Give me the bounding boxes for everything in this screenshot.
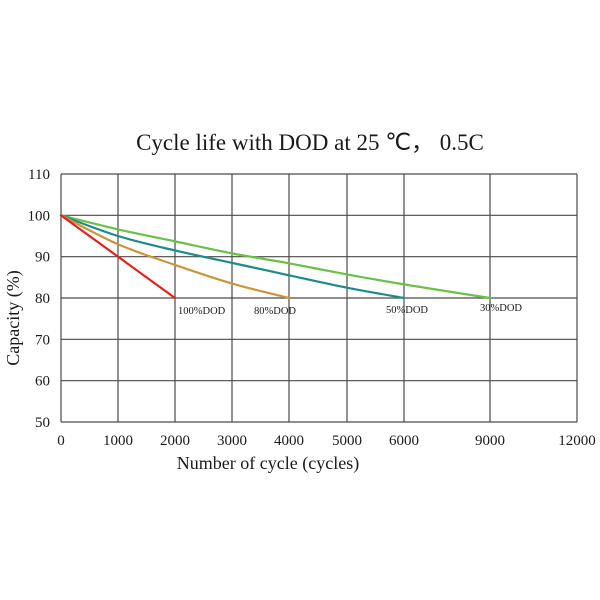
y-tick-label: 50	[35, 415, 50, 431]
y-tick-label: 80	[35, 291, 50, 307]
y-tick-label: 70	[35, 332, 50, 348]
series-label: 100%DOD	[178, 306, 226, 317]
y-tick-label: 90	[35, 250, 50, 266]
chart-title: Cycle life with DOD at 25 ℃， 0.5C	[136, 130, 484, 155]
series-label: 50%DOD	[386, 305, 428, 316]
x-tick-label: 3000	[217, 433, 247, 449]
x-tick-label: 2000	[160, 433, 190, 449]
x-tick-label: 0	[57, 433, 65, 449]
series-label: 30%DOD	[480, 303, 522, 314]
y-tick-label: 100	[28, 208, 51, 224]
series-labels: 100%DOD 80%DOD 50%DOD 30%DOD	[178, 303, 522, 317]
series-group	[59, 214, 492, 300]
x-tick-label: 5000	[332, 433, 362, 449]
x-tick-label: 6000	[389, 433, 419, 449]
y-tick-label: 110	[28, 167, 50, 183]
y-axis-ticks: 50 60 70 80 90 100 110	[28, 167, 51, 431]
x-tick-label: 12000	[558, 433, 596, 449]
y-axis-label: Capacity (%)	[3, 270, 24, 365]
x-axis-label: Number of cycle (cycles)	[177, 453, 359, 474]
x-tick-label: 4000	[274, 433, 304, 449]
grid	[60, 173, 578, 423]
x-tick-label: 9000	[475, 433, 505, 449]
x-axis-ticks: 0 1000 2000 3000 4000 5000 6000 9000 12000	[57, 433, 596, 449]
y-tick-label: 60	[35, 374, 50, 390]
x-tick-label: 1000	[103, 433, 133, 449]
series-label: 80%DOD	[254, 306, 296, 317]
